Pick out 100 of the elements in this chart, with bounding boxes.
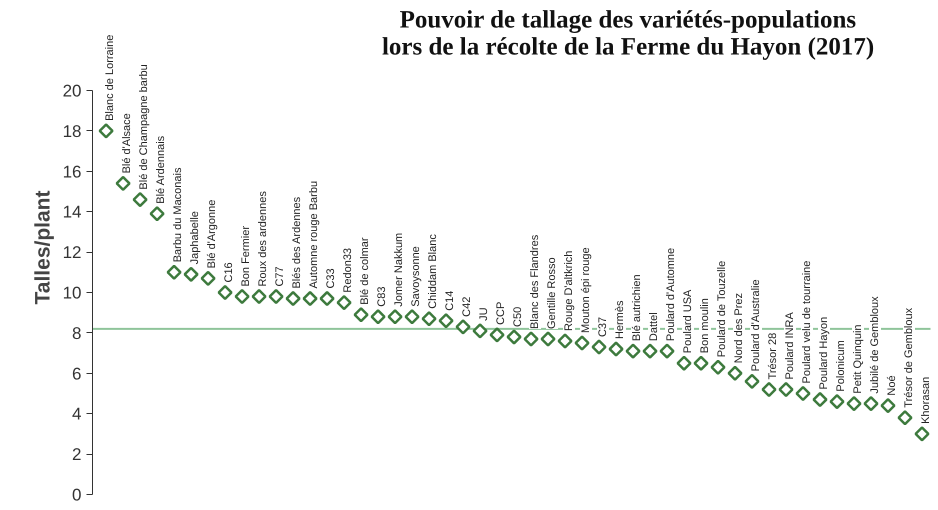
x-tick-label: JU	[478, 307, 490, 321]
point	[608, 341, 624, 357]
x-tick-label: Blé d'Argonne	[206, 200, 218, 268]
point	[829, 394, 845, 410]
y-tick-label: 12	[62, 243, 82, 262]
point	[659, 343, 675, 359]
point	[744, 374, 760, 389]
x-tick-label: Blanc de Lorraine	[104, 34, 116, 121]
x-tick-label: Poulard USA	[682, 288, 694, 354]
x-tick-label: C42	[461, 296, 474, 317]
y-tick-label: 2	[72, 445, 82, 464]
point	[98, 123, 114, 139]
point	[370, 309, 386, 324]
x-tick-label: Blé de colmar	[359, 237, 372, 305]
point	[540, 331, 556, 347]
x-tick-label: Savoysonne	[410, 246, 422, 307]
point	[149, 206, 165, 222]
y-tick-label: 14	[62, 202, 82, 222]
point	[200, 270, 216, 286]
point	[727, 366, 743, 381]
point	[302, 290, 318, 306]
x-tick-label: Roux des ardennes	[257, 190, 270, 287]
y-axis-title: Talles/plant	[32, 190, 55, 304]
x-tick-label: Barbu du Maconais	[172, 167, 184, 262]
x-tick-label: Bon moulin	[699, 298, 712, 354]
point	[234, 288, 250, 304]
y-tick-label: 20	[62, 82, 82, 100]
point	[336, 294, 352, 310]
point	[897, 410, 913, 426]
point	[574, 335, 590, 351]
x-tick-label: Nord des Prez	[733, 292, 746, 364]
x-tick-label: C16	[223, 262, 236, 282]
x-tick-label: Trésor 28	[767, 332, 780, 380]
point	[693, 356, 709, 371]
x-tick-label: Mouton épi rouge	[580, 247, 592, 333]
x-tick-label: Japhabelle	[189, 211, 202, 264]
x-tick-label: Redon33	[342, 248, 354, 293]
x-tick-label: Rouge D'altkrich	[563, 250, 576, 331]
point	[387, 309, 403, 324]
point	[115, 176, 131, 192]
point	[438, 313, 454, 328]
x-tick-label: Poulard d'Automne	[665, 248, 678, 342]
x-tick-label: Automne rouge Barbu	[308, 180, 320, 289]
point	[863, 396, 879, 412]
y-tick-label: 6	[72, 364, 82, 384]
x-tick-label: Blanc des Flandres	[529, 234, 542, 329]
point	[778, 382, 794, 398]
x-tick-label: Bon Fermier	[240, 226, 252, 287]
point	[523, 331, 539, 347]
x-tick-label: Poulard Hayon	[818, 316, 830, 390]
point	[132, 192, 148, 208]
x-tick-label: Blé de Champagne barbu	[138, 64, 150, 190]
x-tick-label: CCP	[495, 302, 508, 325]
point	[812, 392, 828, 408]
point	[625, 343, 641, 359]
y-tick-label: 0	[72, 486, 82, 504]
x-tick-label: Polonicum	[835, 340, 848, 392]
x-tick-label: Poulard velu de tourraine	[801, 260, 814, 384]
point	[557, 333, 573, 349]
x-tick-label: Chiddam Blanc	[427, 234, 440, 309]
x-tick-label: Trésor de Gembloux	[903, 307, 916, 408]
x-tick-label: C83	[376, 286, 388, 307]
point	[642, 343, 658, 359]
point	[353, 307, 369, 322]
point	[591, 339, 607, 355]
point	[676, 356, 692, 371]
x-tick-label: Hermès	[614, 300, 626, 340]
point	[166, 264, 182, 280]
point	[880, 398, 896, 414]
point	[761, 382, 777, 398]
x-tick-label: C14	[444, 290, 456, 311]
x-tick-label: Poulard INRA	[784, 312, 796, 380]
x-tick-label: Khorasan	[920, 376, 932, 424]
x-tick-label: C50	[512, 306, 524, 327]
point	[710, 360, 726, 375]
x-tick-label: Poulard d'Australie	[750, 279, 762, 372]
x-tick-label: C37	[597, 316, 610, 338]
point	[251, 288, 267, 304]
point	[914, 426, 930, 442]
x-tick-label: C33	[325, 268, 338, 289]
point	[472, 323, 488, 338]
x-tick-label: Poulard de Touzelle	[716, 260, 728, 358]
y-tick-label: 4	[72, 404, 82, 424]
point	[489, 327, 505, 343]
y-tick-label: 8	[72, 324, 82, 343]
x-tick-label: Gentille Rosso	[546, 257, 558, 329]
x-tick-label: Petit Quinquin	[852, 324, 864, 394]
point	[285, 290, 301, 306]
point	[319, 290, 335, 306]
point	[217, 284, 233, 300]
x-tick-label: Dattel	[648, 312, 660, 342]
point	[795, 386, 811, 402]
point	[846, 396, 862, 412]
x-tick-label: Blé autrichien	[631, 274, 644, 342]
x-tick-label: Noé	[886, 375, 898, 396]
chart-title: Pouvoir de tallage des variétés-populations lors de la récolte de la Ferme du Hayon (2017)	[382, 6, 874, 60]
point	[455, 319, 471, 334]
point	[404, 309, 420, 324]
x-tick-label: Blé Ardennais	[155, 135, 168, 204]
y-tick-label: 16	[62, 162, 82, 182]
